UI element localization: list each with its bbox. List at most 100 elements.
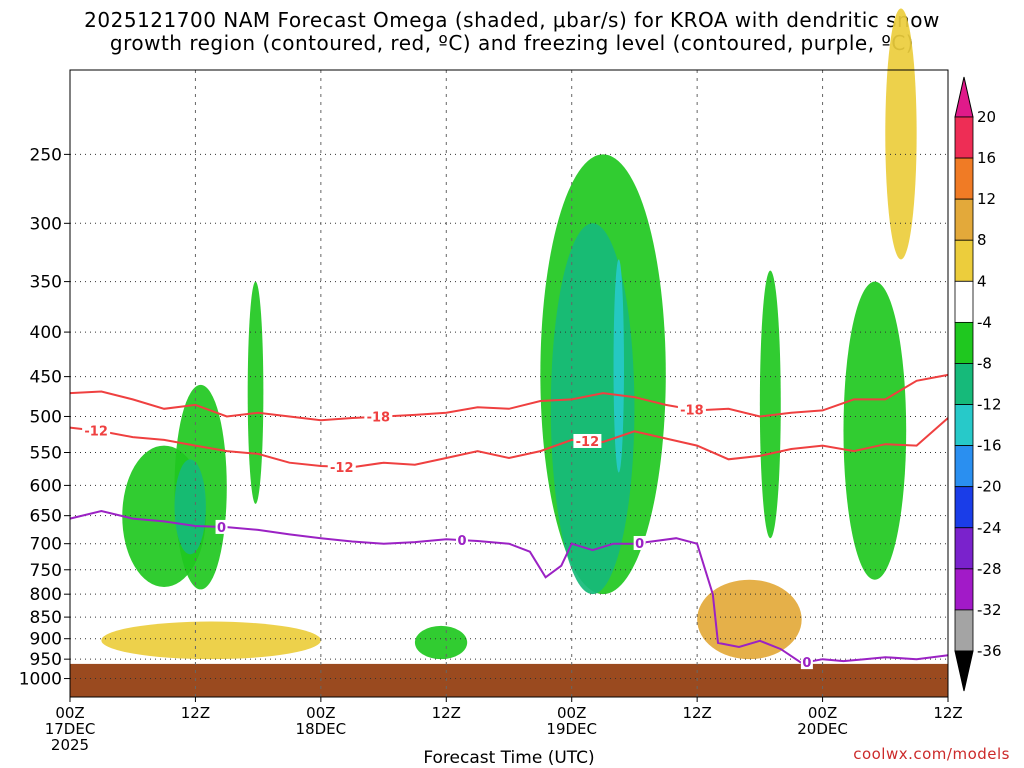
contour-label: -12 bbox=[84, 425, 108, 440]
omega-region-11 bbox=[885, 8, 917, 260]
x-tick-label: 00Z bbox=[306, 704, 335, 722]
plot-frame bbox=[69, 69, 949, 698]
omega-region-8 bbox=[843, 281, 907, 580]
y-tick-label: 400 bbox=[30, 323, 62, 343]
omega-region-5 bbox=[550, 223, 635, 595]
contour-line-0 bbox=[69, 417, 949, 469]
omega-region-12 bbox=[414, 625, 468, 660]
x-tick-label: 00Z bbox=[55, 704, 84, 722]
colorbar-label: -28 bbox=[977, 560, 1002, 578]
contour-label-bg bbox=[573, 433, 602, 448]
omega-region-2 bbox=[174, 459, 206, 555]
x-tick-label: 18DEC bbox=[296, 720, 347, 738]
colorbar-label: 16 bbox=[977, 149, 996, 167]
contour-label-bg bbox=[455, 533, 468, 548]
colorbar-label: -12 bbox=[977, 396, 1002, 414]
colorbar-label: -16 bbox=[977, 437, 1002, 455]
colorbar-label: 4 bbox=[977, 272, 987, 290]
contour-label: 0 bbox=[457, 534, 466, 549]
colorbar-bottom-arrow bbox=[954, 650, 974, 692]
contour-label: 0 bbox=[802, 656, 811, 671]
x-tick-label: 12Z bbox=[682, 704, 711, 722]
ground-surface bbox=[70, 663, 948, 697]
contour-label-bg bbox=[82, 423, 111, 438]
omega-region-10 bbox=[697, 579, 802, 660]
colorbar-label: 20 bbox=[977, 108, 996, 126]
x-tick-label: 12Z bbox=[432, 704, 461, 722]
colorbar-swatch bbox=[954, 527, 974, 570]
y-tick-label: 700 bbox=[30, 535, 62, 555]
contour-label-bg bbox=[215, 519, 228, 534]
colorbar-swatch bbox=[954, 280, 974, 323]
x-tick-label: 12Z bbox=[181, 704, 210, 722]
colorbar-label: -4 bbox=[977, 313, 992, 331]
contour-layer: -12 -12 -12 -18 -18 0 0 0 0 bbox=[69, 373, 949, 671]
contour-label: -12 bbox=[576, 435, 600, 450]
y-tick-label: 300 bbox=[30, 214, 62, 234]
contour-label: 0 bbox=[217, 521, 226, 536]
colorbar-label: 8 bbox=[977, 231, 987, 249]
contour-label: -12 bbox=[330, 461, 354, 476]
x-tick-label: 17DEC bbox=[45, 720, 96, 738]
colorbar-label: -24 bbox=[977, 519, 1002, 537]
source-credit: coolwx.com/models bbox=[853, 745, 1010, 763]
contour-label: -18 bbox=[367, 411, 391, 426]
colorbar-label: -36 bbox=[977, 642, 1002, 660]
contour-label-bg bbox=[364, 409, 393, 424]
x-tick-label: 00Z bbox=[808, 704, 837, 722]
omega-shading-layer bbox=[101, 8, 917, 660]
colorbar-swatch bbox=[954, 239, 974, 282]
contour-label-bg bbox=[800, 655, 813, 670]
y-tick-label: 900 bbox=[30, 630, 62, 650]
colorbar-label: -8 bbox=[977, 354, 992, 372]
omega-region-7 bbox=[759, 270, 781, 539]
y-tick-label: 550 bbox=[30, 444, 62, 464]
y-tick-label: 1000 bbox=[19, 670, 62, 690]
colorbar-swatch bbox=[954, 116, 974, 159]
contour-label: 0 bbox=[635, 537, 644, 552]
contour-label-bg bbox=[633, 536, 646, 551]
y-axis: 2503003504004505005506006507007508008509… bbox=[19, 145, 70, 690]
colorbar-label: -32 bbox=[977, 601, 1002, 619]
contour-label-bg bbox=[677, 402, 706, 417]
colorbar-swatch bbox=[954, 609, 974, 652]
contour-label-bg bbox=[327, 459, 356, 474]
x-tick-label: 12Z bbox=[933, 704, 962, 722]
x-tick-label: 2025 bbox=[51, 736, 89, 754]
colorbar-swatch bbox=[954, 486, 974, 529]
y-tick-label: 850 bbox=[30, 608, 62, 628]
y-tick-label: 350 bbox=[30, 273, 62, 293]
x-axis-label: Forecast Time (UTC) bbox=[423, 748, 594, 768]
colorbar-label: -20 bbox=[977, 478, 1002, 496]
contour-line-1 bbox=[69, 373, 949, 422]
y-tick-label: 950 bbox=[30, 650, 62, 670]
y-tick-label: 800 bbox=[30, 585, 62, 605]
x-tick-label: 19DEC bbox=[546, 720, 597, 738]
y-tick-label: 600 bbox=[30, 476, 62, 496]
colorbar-label: 12 bbox=[977, 190, 996, 208]
omega-region-3 bbox=[247, 281, 264, 504]
chart-title-line-2: growth region (contoured, red, ºC) and f… bbox=[109, 31, 915, 55]
colorbar-swatch bbox=[954, 198, 974, 241]
contour-label: -18 bbox=[680, 403, 704, 418]
colorbar-swatch bbox=[954, 404, 974, 447]
colorbar-top-arrow bbox=[954, 76, 974, 118]
y-tick-label: 250 bbox=[30, 145, 62, 165]
x-tick-label: 20DEC bbox=[797, 720, 848, 738]
colorbar-swatch bbox=[954, 445, 974, 488]
colorbar-swatch bbox=[954, 363, 974, 405]
omega-region-6 bbox=[613, 259, 624, 473]
omega-region-9 bbox=[101, 621, 321, 660]
y-tick-label: 450 bbox=[30, 368, 62, 388]
colorbar-swatch bbox=[954, 568, 974, 611]
gridlines bbox=[69, 70, 949, 697]
y-tick-label: 650 bbox=[30, 507, 62, 527]
y-tick-label: 750 bbox=[30, 561, 62, 581]
colorbar-swatch bbox=[954, 321, 974, 364]
x-tick-label: 00Z bbox=[557, 704, 586, 722]
chart-title-line-1: 2025121700 NAM Forecast Omega (shaded, μ… bbox=[84, 8, 940, 32]
colorbar: 20 16 12 8 4 -4 -8 -12 -16 -20 -24 -28 -32 -36 bbox=[954, 76, 1002, 692]
y-tick-label: 500 bbox=[30, 407, 62, 427]
